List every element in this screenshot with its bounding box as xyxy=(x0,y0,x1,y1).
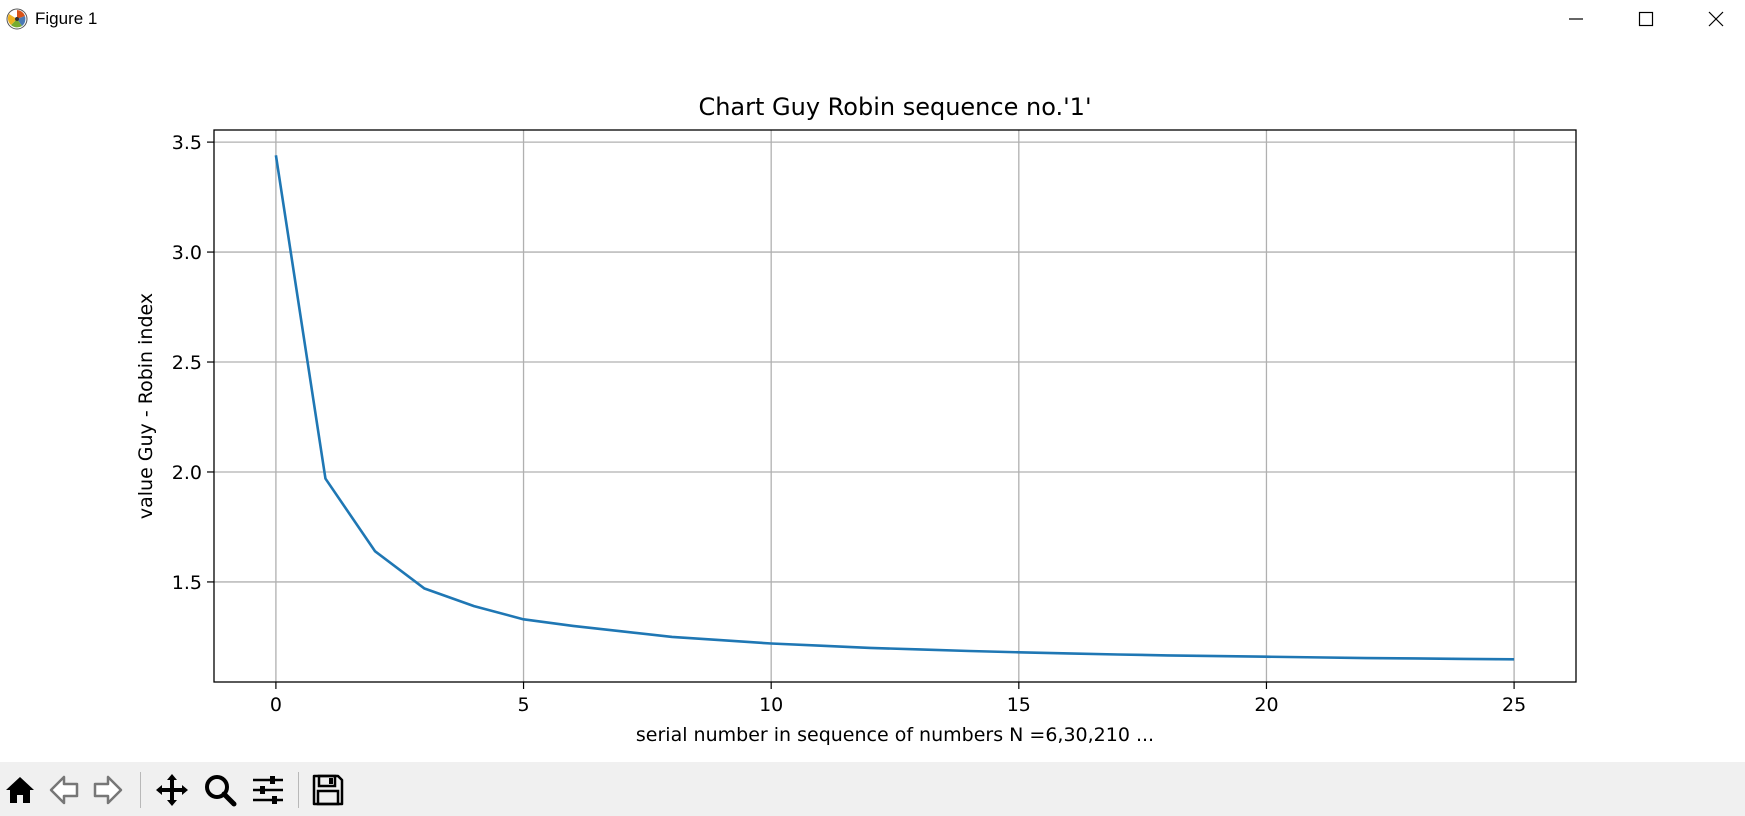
x-tick-label: 0 xyxy=(270,694,282,716)
window-title: Figure 1 xyxy=(35,9,98,28)
x-tick-label: 15 xyxy=(1007,694,1031,716)
close-icon xyxy=(1708,11,1724,27)
series-line xyxy=(274,155,1515,661)
forward-button[interactable] xyxy=(88,770,128,810)
axes-frame xyxy=(213,129,1577,683)
figure-canvas[interactable]: 0 5 10 15 20 25 1.5 2.0 2.5 3.0 3.5 Chart Guy Rob… xyxy=(0,40,1745,762)
y-tick-label: 3.0 xyxy=(172,242,202,264)
x-ticks: 0 5 10 15 20 25 xyxy=(270,682,1526,716)
grid-lines xyxy=(214,130,1576,682)
minimize-icon xyxy=(1569,18,1583,20)
x-tick-label: 20 xyxy=(1254,694,1278,716)
toolbar-separator xyxy=(140,772,141,808)
minimize-button[interactable] xyxy=(1546,0,1606,38)
y-tick-label: 2.5 xyxy=(172,352,202,374)
pan-icon xyxy=(156,774,188,806)
toolbar-separator xyxy=(298,772,299,808)
save-button[interactable] xyxy=(308,770,348,810)
title-bar: Figure 1 xyxy=(0,0,1745,43)
x-axis-label: serial number in sequence of numbers N =… xyxy=(636,724,1154,746)
series-layer xyxy=(274,155,1515,661)
maximize-icon xyxy=(1638,11,1654,27)
configure-subplots-icon xyxy=(253,776,283,804)
y-tick-label: 2.0 xyxy=(172,462,202,484)
y-tick-label: 3.5 xyxy=(172,132,202,154)
x-tick-label: 5 xyxy=(517,694,529,716)
x-tick-label: 25 xyxy=(1502,694,1526,716)
chart-title: Chart Guy Robin sequence no.'1' xyxy=(698,93,1091,121)
navigation-toolbar xyxy=(0,762,1745,816)
save-icon xyxy=(312,774,344,806)
y-axis-label: value Guy - Robin index xyxy=(135,293,157,519)
forward-arrow-icon xyxy=(93,775,123,805)
home-button[interactable] xyxy=(0,770,40,810)
y-tick-label: 1.5 xyxy=(172,572,202,594)
close-button[interactable] xyxy=(1686,0,1745,38)
line-chart: 0 5 10 15 20 25 1.5 2.0 2.5 3.0 3.5 Chart Guy Rob… xyxy=(135,93,1577,746)
configure-subplots-button[interactable] xyxy=(248,770,288,810)
maximize-button[interactable] xyxy=(1616,0,1676,38)
x-tick-label: 10 xyxy=(759,694,783,716)
back-arrow-icon xyxy=(49,775,79,805)
back-button[interactable] xyxy=(44,770,84,810)
pan-button[interactable] xyxy=(152,770,192,810)
y-ticks: 1.5 2.0 2.5 3.0 3.5 xyxy=(172,132,214,594)
home-icon xyxy=(6,777,34,803)
matplotlib-logo-icon xyxy=(6,8,28,30)
zoom-icon xyxy=(205,775,237,807)
zoom-button[interactable] xyxy=(200,770,240,810)
